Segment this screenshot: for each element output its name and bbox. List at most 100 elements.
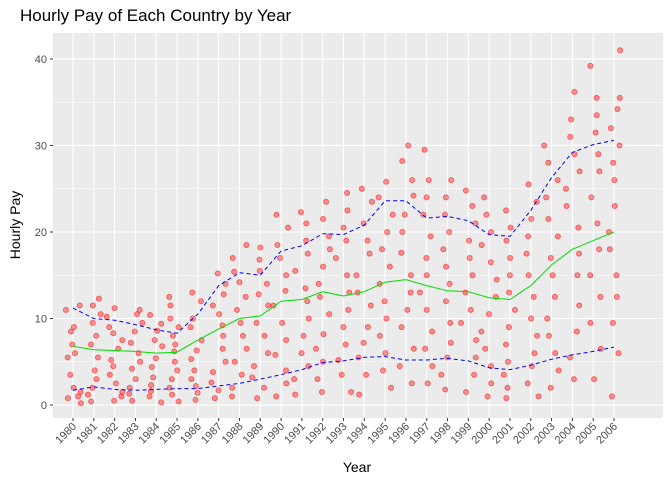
x-tick-label: 1981 [74, 421, 100, 447]
data-point [152, 355, 159, 362]
x-tick-label: 1985 [157, 421, 183, 447]
data-point [487, 259, 494, 266]
data-point [112, 380, 119, 387]
data-point [265, 302, 272, 309]
data-point [238, 371, 245, 378]
data-point [229, 384, 236, 391]
x-tick-label: 1991 [282, 421, 308, 447]
data-point [383, 178, 390, 185]
data-point [192, 396, 199, 403]
data-point [264, 350, 271, 357]
data-point [211, 395, 218, 402]
data-point [261, 332, 268, 339]
data-point [243, 241, 250, 248]
data-point [595, 151, 602, 158]
x-tick-label: 2006 [594, 421, 620, 447]
data-point [399, 228, 406, 235]
data-point [378, 246, 385, 253]
data-point [478, 241, 485, 248]
data-point [472, 220, 479, 227]
data-point [348, 389, 355, 396]
data-point [544, 315, 551, 322]
data-point [316, 293, 323, 300]
data-point [472, 354, 479, 361]
data-point [305, 315, 312, 322]
data-point [360, 339, 367, 346]
data-point [466, 254, 473, 261]
y-tick-label: 20 [35, 227, 47, 239]
data-point [427, 233, 434, 240]
lower-trend-line [72, 346, 615, 391]
data-point [77, 400, 84, 407]
data-point [168, 376, 175, 383]
data-point [611, 177, 618, 184]
data-point [209, 369, 216, 376]
data-point [158, 320, 165, 327]
data-point [298, 350, 305, 357]
data-point [257, 244, 264, 251]
data-point [587, 319, 594, 326]
data-point [111, 305, 118, 312]
data-point [423, 272, 430, 279]
data-point [126, 384, 133, 391]
data-point [592, 129, 599, 136]
data-point [384, 228, 391, 235]
x-tick-label: 1995 [365, 421, 391, 447]
data-point [84, 391, 91, 398]
data-point [596, 246, 603, 253]
data-point [500, 371, 507, 378]
data-point [229, 254, 236, 261]
data-point [525, 233, 532, 240]
data-point [228, 393, 235, 400]
data-point [282, 287, 289, 294]
data-point [214, 270, 221, 277]
data-point [525, 181, 532, 188]
data-point [614, 106, 621, 113]
data-point [549, 272, 556, 279]
data-point [344, 207, 351, 214]
data-point [587, 62, 594, 69]
data-point [253, 319, 260, 326]
data-point [171, 348, 178, 355]
data-point [285, 224, 292, 231]
data-point [175, 398, 182, 405]
data-point [187, 324, 194, 331]
data-point [137, 358, 144, 365]
x-tick-label: 1993 [324, 421, 350, 447]
data-point [272, 351, 279, 358]
data-point [382, 350, 389, 357]
x-tick-label: 2002 [511, 421, 537, 447]
data-point [147, 312, 154, 319]
data-point [545, 159, 552, 166]
x-tick-label: 1982 [95, 421, 121, 447]
data-point [448, 177, 455, 184]
data-point [446, 228, 453, 235]
data-point [326, 246, 333, 253]
data-point [562, 185, 569, 192]
data-point [502, 341, 509, 348]
data-point [511, 306, 518, 313]
data-point [231, 268, 238, 275]
data-point [129, 397, 136, 404]
data-point [131, 328, 138, 335]
data-point [429, 363, 436, 370]
data-point [576, 250, 583, 257]
data-point [318, 389, 325, 396]
data-point [325, 233, 332, 240]
data-point [297, 209, 304, 216]
data-point [462, 187, 469, 194]
data-point [570, 376, 577, 383]
data-point [260, 384, 267, 391]
data-point [87, 341, 94, 348]
data-point [463, 389, 470, 396]
data-point [398, 249, 405, 256]
data-point [188, 376, 195, 383]
data-point [274, 241, 281, 248]
data-point [148, 382, 155, 389]
data-point [91, 367, 98, 374]
data-point [231, 358, 238, 365]
data-point [255, 291, 262, 298]
data-point [615, 350, 622, 357]
data-point [95, 295, 102, 302]
